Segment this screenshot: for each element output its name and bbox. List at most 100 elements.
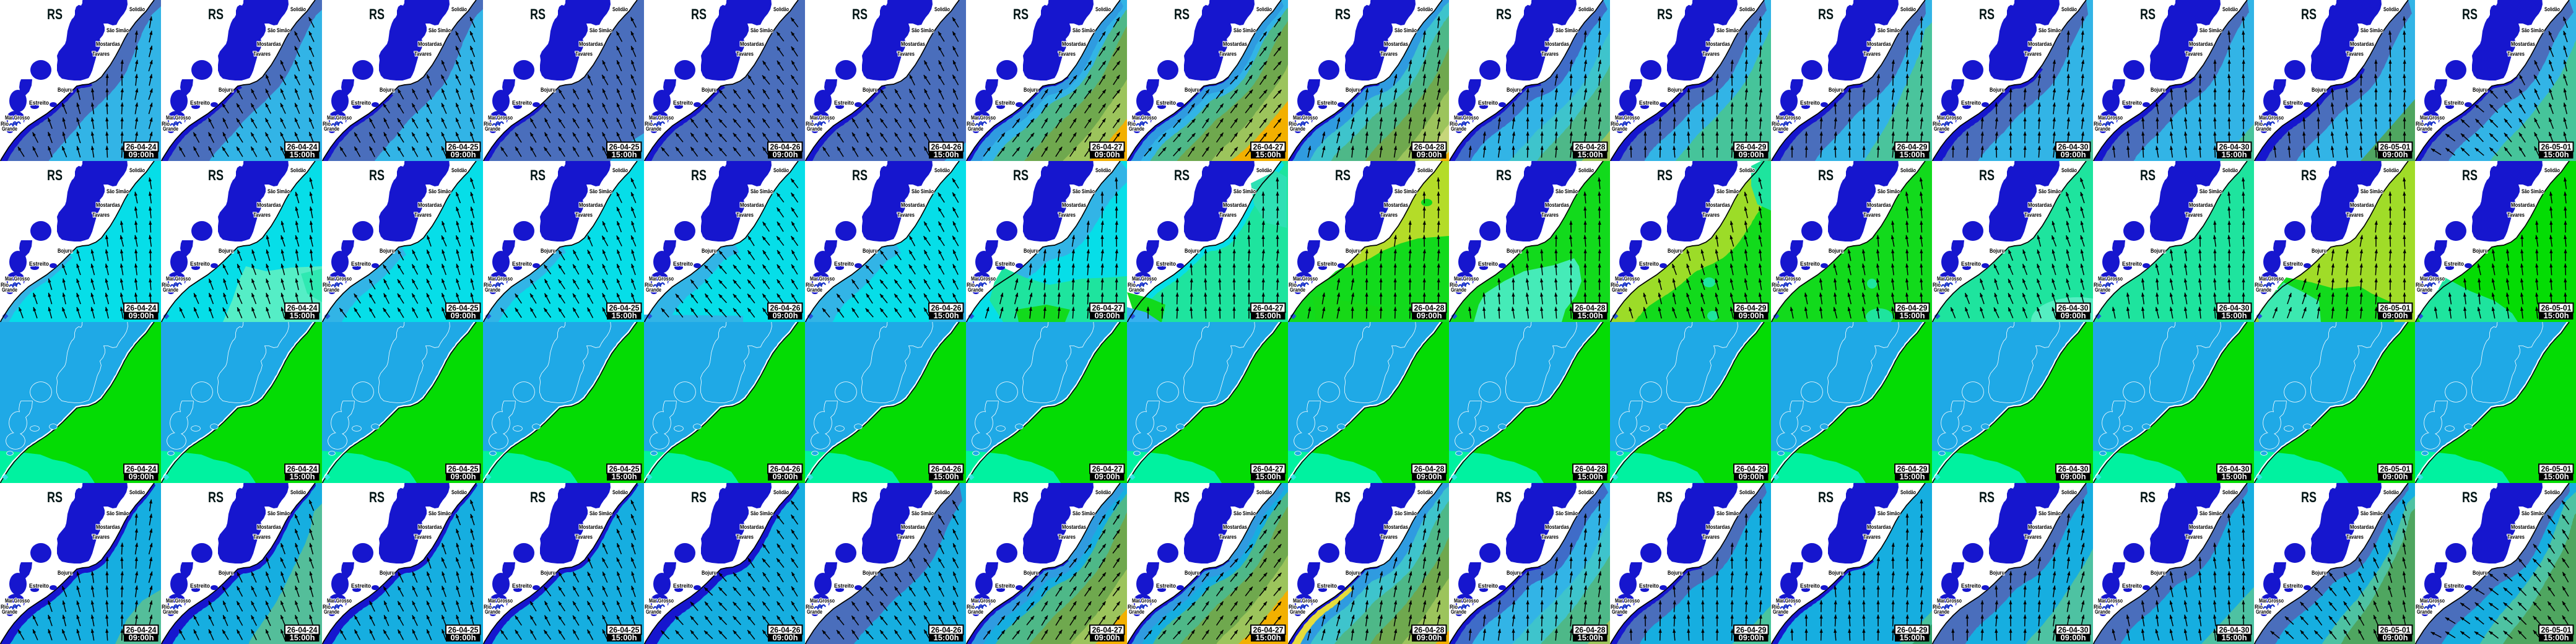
svg-text:09:00h: 09:00h — [451, 633, 476, 642]
svg-text:09:00h: 09:00h — [2383, 472, 2408, 481]
svg-text:26-04-28: 26-04-28 — [1575, 625, 1606, 635]
svg-text:26-04-26: 26-04-26 — [931, 142, 962, 152]
svg-text:15:00h: 15:00h — [612, 311, 637, 320]
svg-text:26-04-25: 26-04-25 — [448, 464, 479, 474]
svg-text:09:00h: 09:00h — [1417, 150, 1442, 159]
svg-text:09:00h: 09:00h — [2061, 633, 2086, 642]
svg-text:15:00h: 15:00h — [1900, 311, 1925, 320]
svg-text:15:00h: 15:00h — [2544, 633, 2569, 642]
svg-text:15:00h: 15:00h — [934, 633, 959, 642]
svg-text:26-04-26: 26-04-26 — [770, 303, 801, 313]
svg-text:15:00h: 15:00h — [1900, 472, 1925, 481]
svg-text:15:00h: 15:00h — [934, 150, 959, 159]
svg-text:15:00h: 15:00h — [2222, 472, 2247, 481]
svg-text:26-04-26: 26-04-26 — [931, 303, 962, 313]
svg-text:26-04-28: 26-04-28 — [1414, 625, 1445, 635]
svg-text:26-04-28: 26-04-28 — [1575, 464, 1606, 474]
svg-text:09:00h: 09:00h — [1417, 472, 1442, 481]
svg-text:26-05-01: 26-05-01 — [2541, 303, 2572, 313]
svg-text:26-04-28: 26-04-28 — [1414, 464, 1445, 474]
svg-text:09:00h: 09:00h — [1095, 311, 1120, 320]
svg-text:09:00h: 09:00h — [2383, 150, 2408, 159]
svg-text:26-05-01: 26-05-01 — [2380, 464, 2411, 474]
svg-text:15:00h: 15:00h — [934, 472, 959, 481]
svg-text:26-04-29: 26-04-29 — [1897, 625, 1928, 635]
svg-text:15:00h: 15:00h — [1256, 311, 1281, 320]
svg-text:26-04-29: 26-04-29 — [1897, 464, 1928, 474]
svg-text:26-05-01: 26-05-01 — [2541, 142, 2572, 152]
svg-text:09:00h: 09:00h — [1417, 633, 1442, 642]
svg-text:26-04-30: 26-04-30 — [2058, 142, 2089, 152]
svg-text:15:00h: 15:00h — [2544, 472, 2569, 481]
svg-text:26-04-26: 26-04-26 — [931, 464, 962, 474]
svg-text:09:00h: 09:00h — [2383, 633, 2408, 642]
svg-text:15:00h: 15:00h — [290, 311, 315, 320]
svg-text:09:00h: 09:00h — [1417, 311, 1442, 320]
svg-text:26-04-28: 26-04-28 — [1575, 303, 1606, 313]
svg-text:26-05-01: 26-05-01 — [2380, 142, 2411, 152]
svg-text:26-04-27: 26-04-27 — [1253, 142, 1284, 152]
svg-text:09:00h: 09:00h — [773, 472, 798, 481]
svg-text:26-04-30: 26-04-30 — [2058, 464, 2089, 474]
svg-text:15:00h: 15:00h — [612, 472, 637, 481]
svg-text:15:00h: 15:00h — [2222, 633, 2247, 642]
svg-text:15:00h: 15:00h — [1256, 633, 1281, 642]
svg-text:09:00h: 09:00h — [129, 311, 154, 320]
svg-text:15:00h: 15:00h — [2544, 150, 2569, 159]
svg-text:26-04-27: 26-04-27 — [1092, 464, 1123, 474]
svg-text:15:00h: 15:00h — [290, 150, 315, 159]
svg-text:15:00h: 15:00h — [612, 150, 637, 159]
svg-text:26-04-25: 26-04-25 — [609, 625, 640, 635]
svg-text:09:00h: 09:00h — [129, 472, 154, 481]
svg-text:26-04-26: 26-04-26 — [931, 625, 962, 635]
svg-text:09:00h: 09:00h — [1095, 633, 1120, 642]
svg-text:09:00h: 09:00h — [773, 311, 798, 320]
svg-text:15:00h: 15:00h — [1578, 150, 1603, 159]
svg-text:26-04-24: 26-04-24 — [126, 625, 157, 635]
svg-text:09:00h: 09:00h — [2061, 311, 2086, 320]
svg-text:09:00h: 09:00h — [2061, 150, 2086, 159]
svg-text:26-04-27: 26-04-27 — [1092, 142, 1123, 152]
svg-text:15:00h: 15:00h — [2222, 150, 2247, 159]
svg-text:15:00h: 15:00h — [1256, 150, 1281, 159]
svg-text:15:00h: 15:00h — [1900, 633, 1925, 642]
svg-text:26-04-30: 26-04-30 — [2219, 303, 2250, 313]
svg-text:26-04-25: 26-04-25 — [448, 142, 479, 152]
svg-text:26-04-24: 26-04-24 — [126, 142, 157, 152]
svg-text:26-04-24: 26-04-24 — [287, 303, 318, 313]
svg-text:26-05-01: 26-05-01 — [2380, 625, 2411, 635]
svg-text:09:00h: 09:00h — [1739, 311, 1764, 320]
svg-text:09:00h: 09:00h — [2061, 472, 2086, 481]
svg-text:15:00h: 15:00h — [290, 633, 315, 642]
svg-text:26-04-28: 26-04-28 — [1414, 142, 1445, 152]
svg-text:26-04-27: 26-04-27 — [1092, 625, 1123, 635]
svg-text:09:00h: 09:00h — [1095, 150, 1120, 159]
svg-text:09:00h: 09:00h — [451, 311, 476, 320]
svg-text:26-04-28: 26-04-28 — [1414, 303, 1445, 313]
svg-text:26-04-29: 26-04-29 — [1736, 625, 1767, 635]
svg-text:26-04-24: 26-04-24 — [126, 464, 157, 474]
svg-text:26-04-25: 26-04-25 — [609, 303, 640, 313]
svg-text:09:00h: 09:00h — [1095, 472, 1120, 481]
svg-text:26-04-29: 26-04-29 — [1897, 303, 1928, 313]
svg-text:26-04-25: 26-04-25 — [448, 625, 479, 635]
svg-text:15:00h: 15:00h — [612, 633, 637, 642]
svg-text:09:00h: 09:00h — [2383, 311, 2408, 320]
svg-text:09:00h: 09:00h — [129, 150, 154, 159]
svg-text:26-04-29: 26-04-29 — [1736, 464, 1767, 474]
svg-text:26-04-30: 26-04-30 — [2219, 625, 2250, 635]
svg-text:26-04-25: 26-04-25 — [609, 464, 640, 474]
svg-text:15:00h: 15:00h — [1256, 472, 1281, 481]
svg-text:09:00h: 09:00h — [1739, 472, 1764, 481]
svg-text:26-04-25: 26-04-25 — [609, 142, 640, 152]
svg-text:26-04-29: 26-04-29 — [1897, 142, 1928, 152]
svg-text:26-05-01: 26-05-01 — [2380, 303, 2411, 313]
svg-text:26-04-25: 26-04-25 — [448, 303, 479, 313]
svg-text:15:00h: 15:00h — [1900, 150, 1925, 159]
svg-text:15:00h: 15:00h — [290, 472, 315, 481]
svg-text:26-04-27: 26-04-27 — [1092, 303, 1123, 313]
svg-text:26-04-30: 26-04-30 — [2219, 142, 2250, 152]
svg-text:26-04-30: 26-04-30 — [2058, 625, 2089, 635]
svg-text:26-04-27: 26-04-27 — [1253, 303, 1284, 313]
svg-text:26-04-29: 26-04-29 — [1736, 303, 1767, 313]
